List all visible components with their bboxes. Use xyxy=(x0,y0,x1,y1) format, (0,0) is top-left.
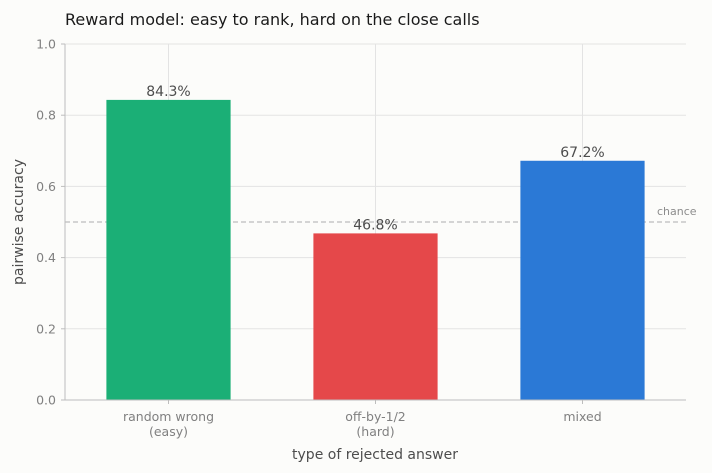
y-tick-label: 0.0 xyxy=(36,393,56,408)
x-tick-label: (easy) xyxy=(149,424,188,439)
bar xyxy=(313,233,438,400)
y-axis-title: pairwise accuracy xyxy=(11,159,27,285)
x-tick-label: off-by-1/2 xyxy=(345,409,406,424)
y-tick-label: 0.6 xyxy=(36,179,56,194)
reference-line-group: chance xyxy=(65,205,697,223)
bar xyxy=(106,99,231,400)
x-tick-label: random wrong xyxy=(123,409,214,424)
bar xyxy=(520,160,645,400)
y-tick-label: 1.0 xyxy=(36,37,56,52)
y-tick-label: 0.4 xyxy=(36,250,56,265)
bar-value-label: 84.3% xyxy=(146,84,190,100)
x-axis-title: type of rejected answer xyxy=(292,447,458,463)
chart-title: Reward model: easy to rank, hard on the … xyxy=(65,10,480,29)
bars: 84.3% 46.8% 67.2% xyxy=(106,84,645,400)
y-tick-label: 0.8 xyxy=(36,108,56,123)
axes: 0.0 0.2 0.4 0.6 0.8 1.0 random wrong(easy) off-… xyxy=(36,37,686,439)
y-tick-label: 0.2 xyxy=(36,321,56,336)
bar-value-label: 67.2% xyxy=(560,145,604,161)
chance-label: chance xyxy=(657,205,697,218)
x-tick-label: mixed xyxy=(563,409,601,424)
x-tick-label: (hard) xyxy=(356,424,394,439)
bar-value-label: 46.8% xyxy=(353,217,397,233)
